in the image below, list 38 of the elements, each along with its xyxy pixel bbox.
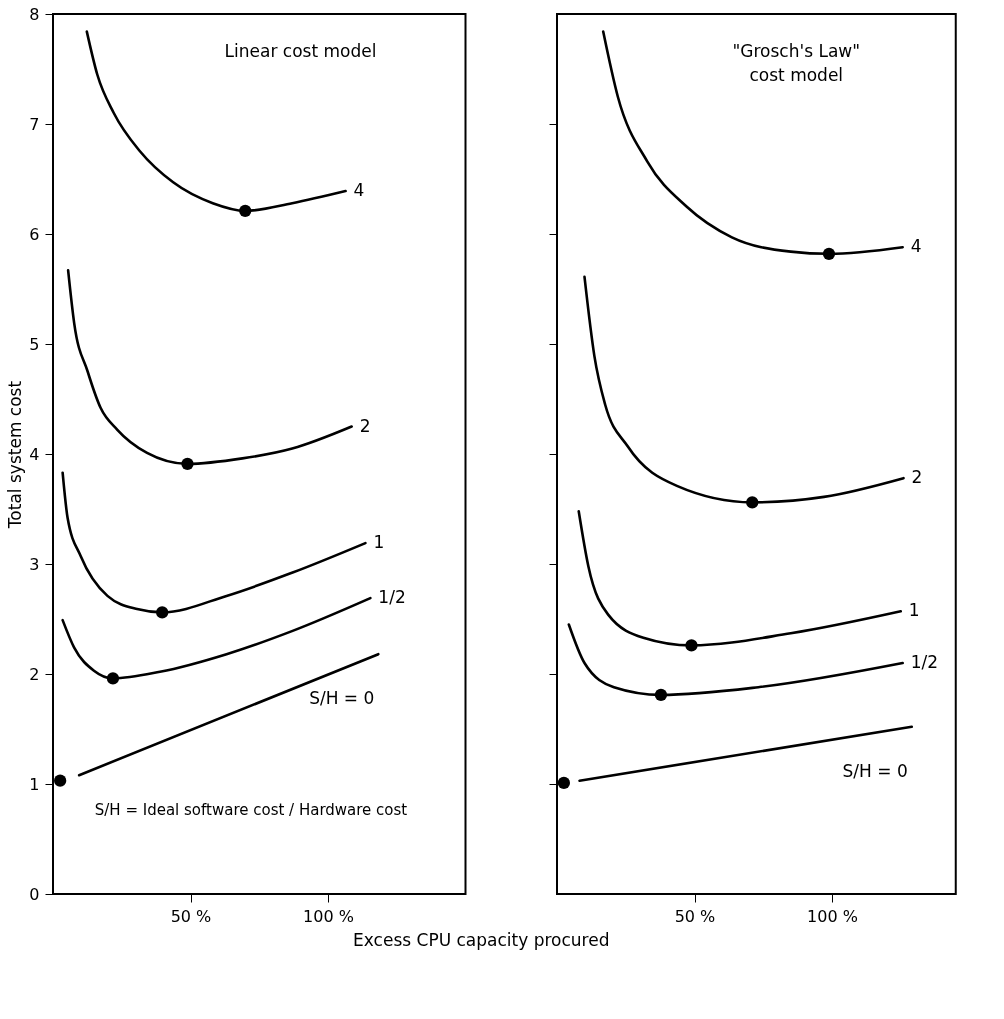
text: "Grosch's Law" cost model	[732, 41, 861, 85]
series-label: 2	[359, 415, 371, 436]
series-label: 4	[910, 236, 922, 257]
point	[685, 639, 698, 652]
point	[54, 774, 67, 787]
series-label: 1/2	[378, 587, 406, 608]
y-tick-label: 3	[29, 554, 40, 574]
point	[557, 776, 570, 790]
series-label: S/H = 0	[309, 688, 375, 709]
y-tick-label: 8	[29, 4, 40, 24]
y-tick-label: 4	[29, 444, 40, 464]
y-tick-label: 2	[29, 664, 40, 684]
x-axis-title: Excess CPU capacity procured	[353, 930, 610, 950]
point	[106, 672, 120, 685]
series-label: 4	[353, 180, 365, 201]
x-tick-label: 100 %	[807, 906, 858, 926]
point	[156, 606, 169, 619]
y-tick-label: 0	[29, 884, 40, 904]
point	[822, 247, 836, 260]
x-tick-label: 100 %	[303, 906, 354, 926]
series-label: 1	[373, 532, 385, 553]
annotation: S/H = Ideal software cost / Hardware cost	[94, 801, 408, 820]
y-tick-label: 1	[29, 774, 40, 794]
y-tick-label: 5	[29, 334, 40, 354]
y-axis-title: Total system cost	[5, 380, 26, 530]
point	[746, 496, 759, 509]
point	[654, 688, 668, 702]
series-label: S/H = 0	[842, 760, 908, 781]
point	[181, 457, 194, 471]
y-tick-label: 7	[29, 114, 40, 134]
series-label: 2	[911, 467, 923, 488]
y-tick-label: 6	[29, 224, 40, 244]
series-label: 1	[908, 600, 920, 621]
series-label: 1/2	[910, 652, 939, 672]
point	[239, 204, 252, 218]
x-tick-label: 50 %	[674, 906, 716, 926]
x-tick-label: 50 %	[170, 906, 212, 926]
text: Linear cost model	[224, 41, 377, 61]
